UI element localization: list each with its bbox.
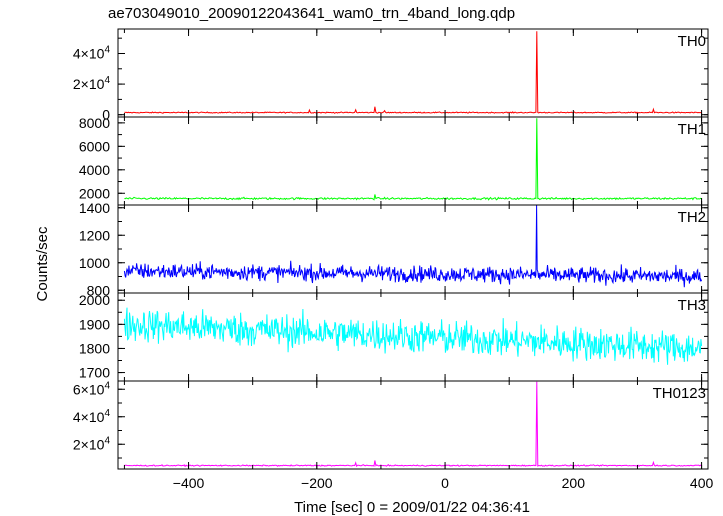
y-tick-label: 6000 <box>79 138 110 154</box>
panel-th0: 0 2×104 4×104 TH0 <box>73 28 709 123</box>
y-tick-label: 4000 <box>79 162 110 178</box>
x-axis: −400 −200 0 200 400 <box>173 475 714 491</box>
x-tick-label: 0 <box>441 475 449 491</box>
panel-frame <box>117 380 709 470</box>
y-tick-label: 1200 <box>79 227 110 243</box>
panel-th0123: 2×104 4×104 6×104 TH0123 <box>73 380 709 470</box>
y-tick-label: 2000 <box>79 185 110 201</box>
x-tick-label: 200 <box>562 475 586 491</box>
panel-th2: 800 1000 1200 1400 TH2 <box>79 200 709 298</box>
panel-frame <box>117 28 709 118</box>
x-tick-label: −200 <box>301 475 333 491</box>
y-tick-label: 6×104 <box>73 380 111 397</box>
panel-label: TH1 <box>678 121 706 138</box>
series-line-th3 <box>123 307 703 365</box>
panel-label: TH0 <box>678 33 706 50</box>
y-tick-label: 1800 <box>79 340 110 356</box>
series-line-th0123 <box>124 381 702 468</box>
panel-frame <box>117 116 709 206</box>
x-axis-title: Time [sec] 0 = 2009/01/22 04:36:41 <box>294 499 530 516</box>
y-tick-label: 4×104 <box>73 44 111 61</box>
series-line-th0 <box>124 31 702 114</box>
y-tick-label: 800 <box>87 282 111 298</box>
panel-th3: 1700 1800 1900 2000 TH3 <box>79 292 709 382</box>
y-tick-label: 2×104 <box>73 75 111 92</box>
chart-title: ae703049010_20090122043641_wam0_trn_4ban… <box>108 5 515 22</box>
y-tick-label: 2000 <box>79 292 110 308</box>
panel-label: TH2 <box>678 209 706 226</box>
panels-group: 0 2×104 4×104 TH0 2000 4000 6000 8000 TH1 800 1000… <box>73 28 709 470</box>
panel-th1: 2000 4000 6000 8000 TH1 <box>79 115 709 206</box>
y-tick-label: 1700 <box>79 365 110 381</box>
y-tick-label: 1400 <box>79 200 110 216</box>
y-tick-label: 8000 <box>79 115 110 131</box>
series-line-th2 <box>123 205 703 288</box>
y-tick-label: 1900 <box>79 316 110 332</box>
series-line-th1 <box>124 118 702 201</box>
panel-frame <box>117 292 709 382</box>
y-tick-label: 1000 <box>79 255 110 271</box>
x-tick-label: −400 <box>173 475 205 491</box>
panel-label: TH0123 <box>653 385 706 402</box>
y-tick-label: 4×104 <box>73 408 111 425</box>
x-tick-label: 400 <box>690 475 714 491</box>
panel-label: TH3 <box>678 297 706 314</box>
y-tick-label: 0 <box>102 107 110 123</box>
y-tick-label: 2×104 <box>73 435 111 452</box>
y-axis-title: Counts/sec <box>34 226 51 302</box>
